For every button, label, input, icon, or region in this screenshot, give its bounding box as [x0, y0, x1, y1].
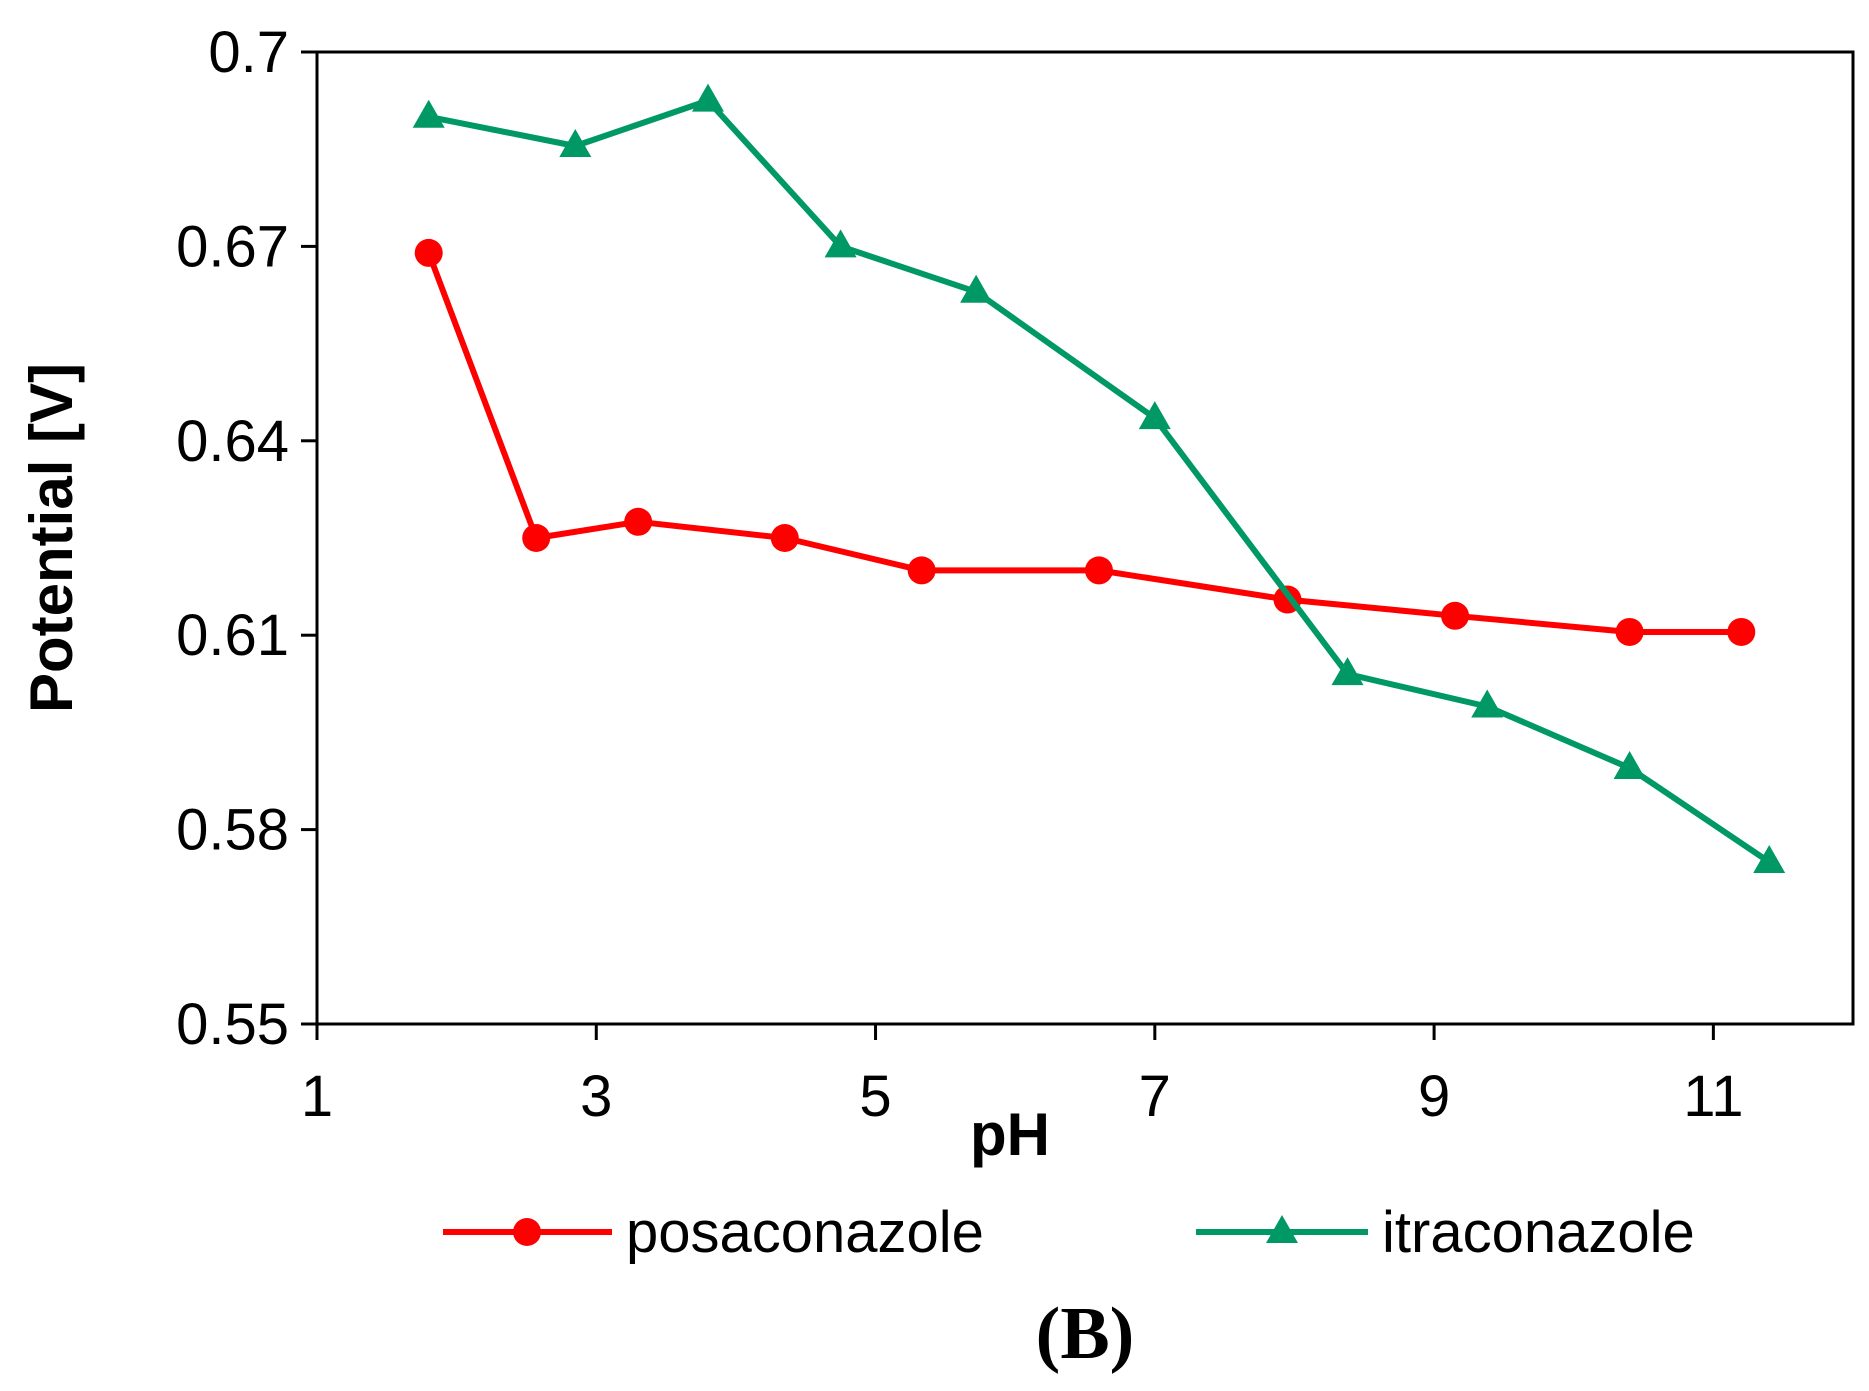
legend-marker-itraconazole: [1266, 1215, 1298, 1243]
x-tick-label: 3: [580, 1064, 612, 1129]
series-line-itraconazole: [428, 97, 1771, 865]
x-axis: 1 3 5 7 9 11: [301, 1024, 1743, 1129]
y-tick-label: 0.7: [208, 20, 289, 85]
x-axis-title: pH: [970, 1101, 1050, 1168]
x-tick-label: 9: [1418, 1064, 1450, 1129]
data-point-itraconazole: [960, 274, 993, 303]
data-point-posaconazole: [624, 507, 653, 536]
data-point-itraconazole: [1138, 401, 1171, 430]
x-tick-label: 11: [1683, 1064, 1743, 1129]
y-axis: 0.55 0.58 0.61 0.64 0.67 0.7: [176, 20, 317, 1057]
data-point-itraconazole: [559, 129, 592, 157]
data-point-posaconazole: [907, 556, 936, 585]
series-posaconazole: [414, 238, 1756, 646]
data-point-posaconazole: [770, 524, 799, 552]
data-point-itraconazole: [1613, 751, 1646, 779]
data-point-itraconazole: [824, 229, 857, 258]
legend-label-posaconazole: posaconazole: [626, 1200, 984, 1265]
series-line-posaconazole: [425, 251, 1742, 635]
legend: posaconazole itraconazole: [443, 1200, 1695, 1265]
plot-area: [315, 50, 1855, 1026]
legend-item-posaconazole: posaconazole: [443, 1200, 984, 1265]
y-tick-label: 0.64: [176, 409, 289, 474]
y-tick-label: 0.61: [176, 603, 289, 668]
y-axis-title: Potential [V]: [18, 363, 85, 713]
plot-frame: [315, 50, 1855, 1026]
data-point-posaconazole: [522, 524, 551, 552]
data-point-itraconazole: [412, 99, 445, 128]
data-point-itraconazole: [692, 83, 724, 112]
panel-label: (B): [1036, 1293, 1135, 1375]
data-point-itraconazole: [1753, 845, 1786, 873]
y-tick-label: 0.67: [176, 214, 289, 279]
x-tick-label: 7: [1139, 1064, 1171, 1129]
data-point-posaconazole: [1615, 617, 1644, 646]
data-point-itraconazole: [1331, 657, 1364, 686]
legend-item-itraconazole: itraconazole: [1196, 1200, 1695, 1265]
x-tick-label: 5: [859, 1064, 891, 1129]
data-point-posaconazole: [1084, 556, 1113, 585]
legend-marker-posaconazole: [513, 1218, 541, 1246]
series-itraconazole: [412, 83, 1786, 873]
x-tick-label: 1: [301, 1064, 333, 1129]
data-point-posaconazole: [414, 238, 443, 267]
data-point-itraconazole: [1471, 689, 1504, 718]
series-layer: [412, 83, 1786, 873]
data-point-posaconazole: [1727, 617, 1756, 646]
y-tick-label: 0.55: [176, 992, 289, 1057]
y-tick-label: 0.58: [176, 798, 289, 863]
legend-label-itraconazole: itraconazole: [1382, 1200, 1695, 1265]
data-point-posaconazole: [1441, 601, 1470, 630]
